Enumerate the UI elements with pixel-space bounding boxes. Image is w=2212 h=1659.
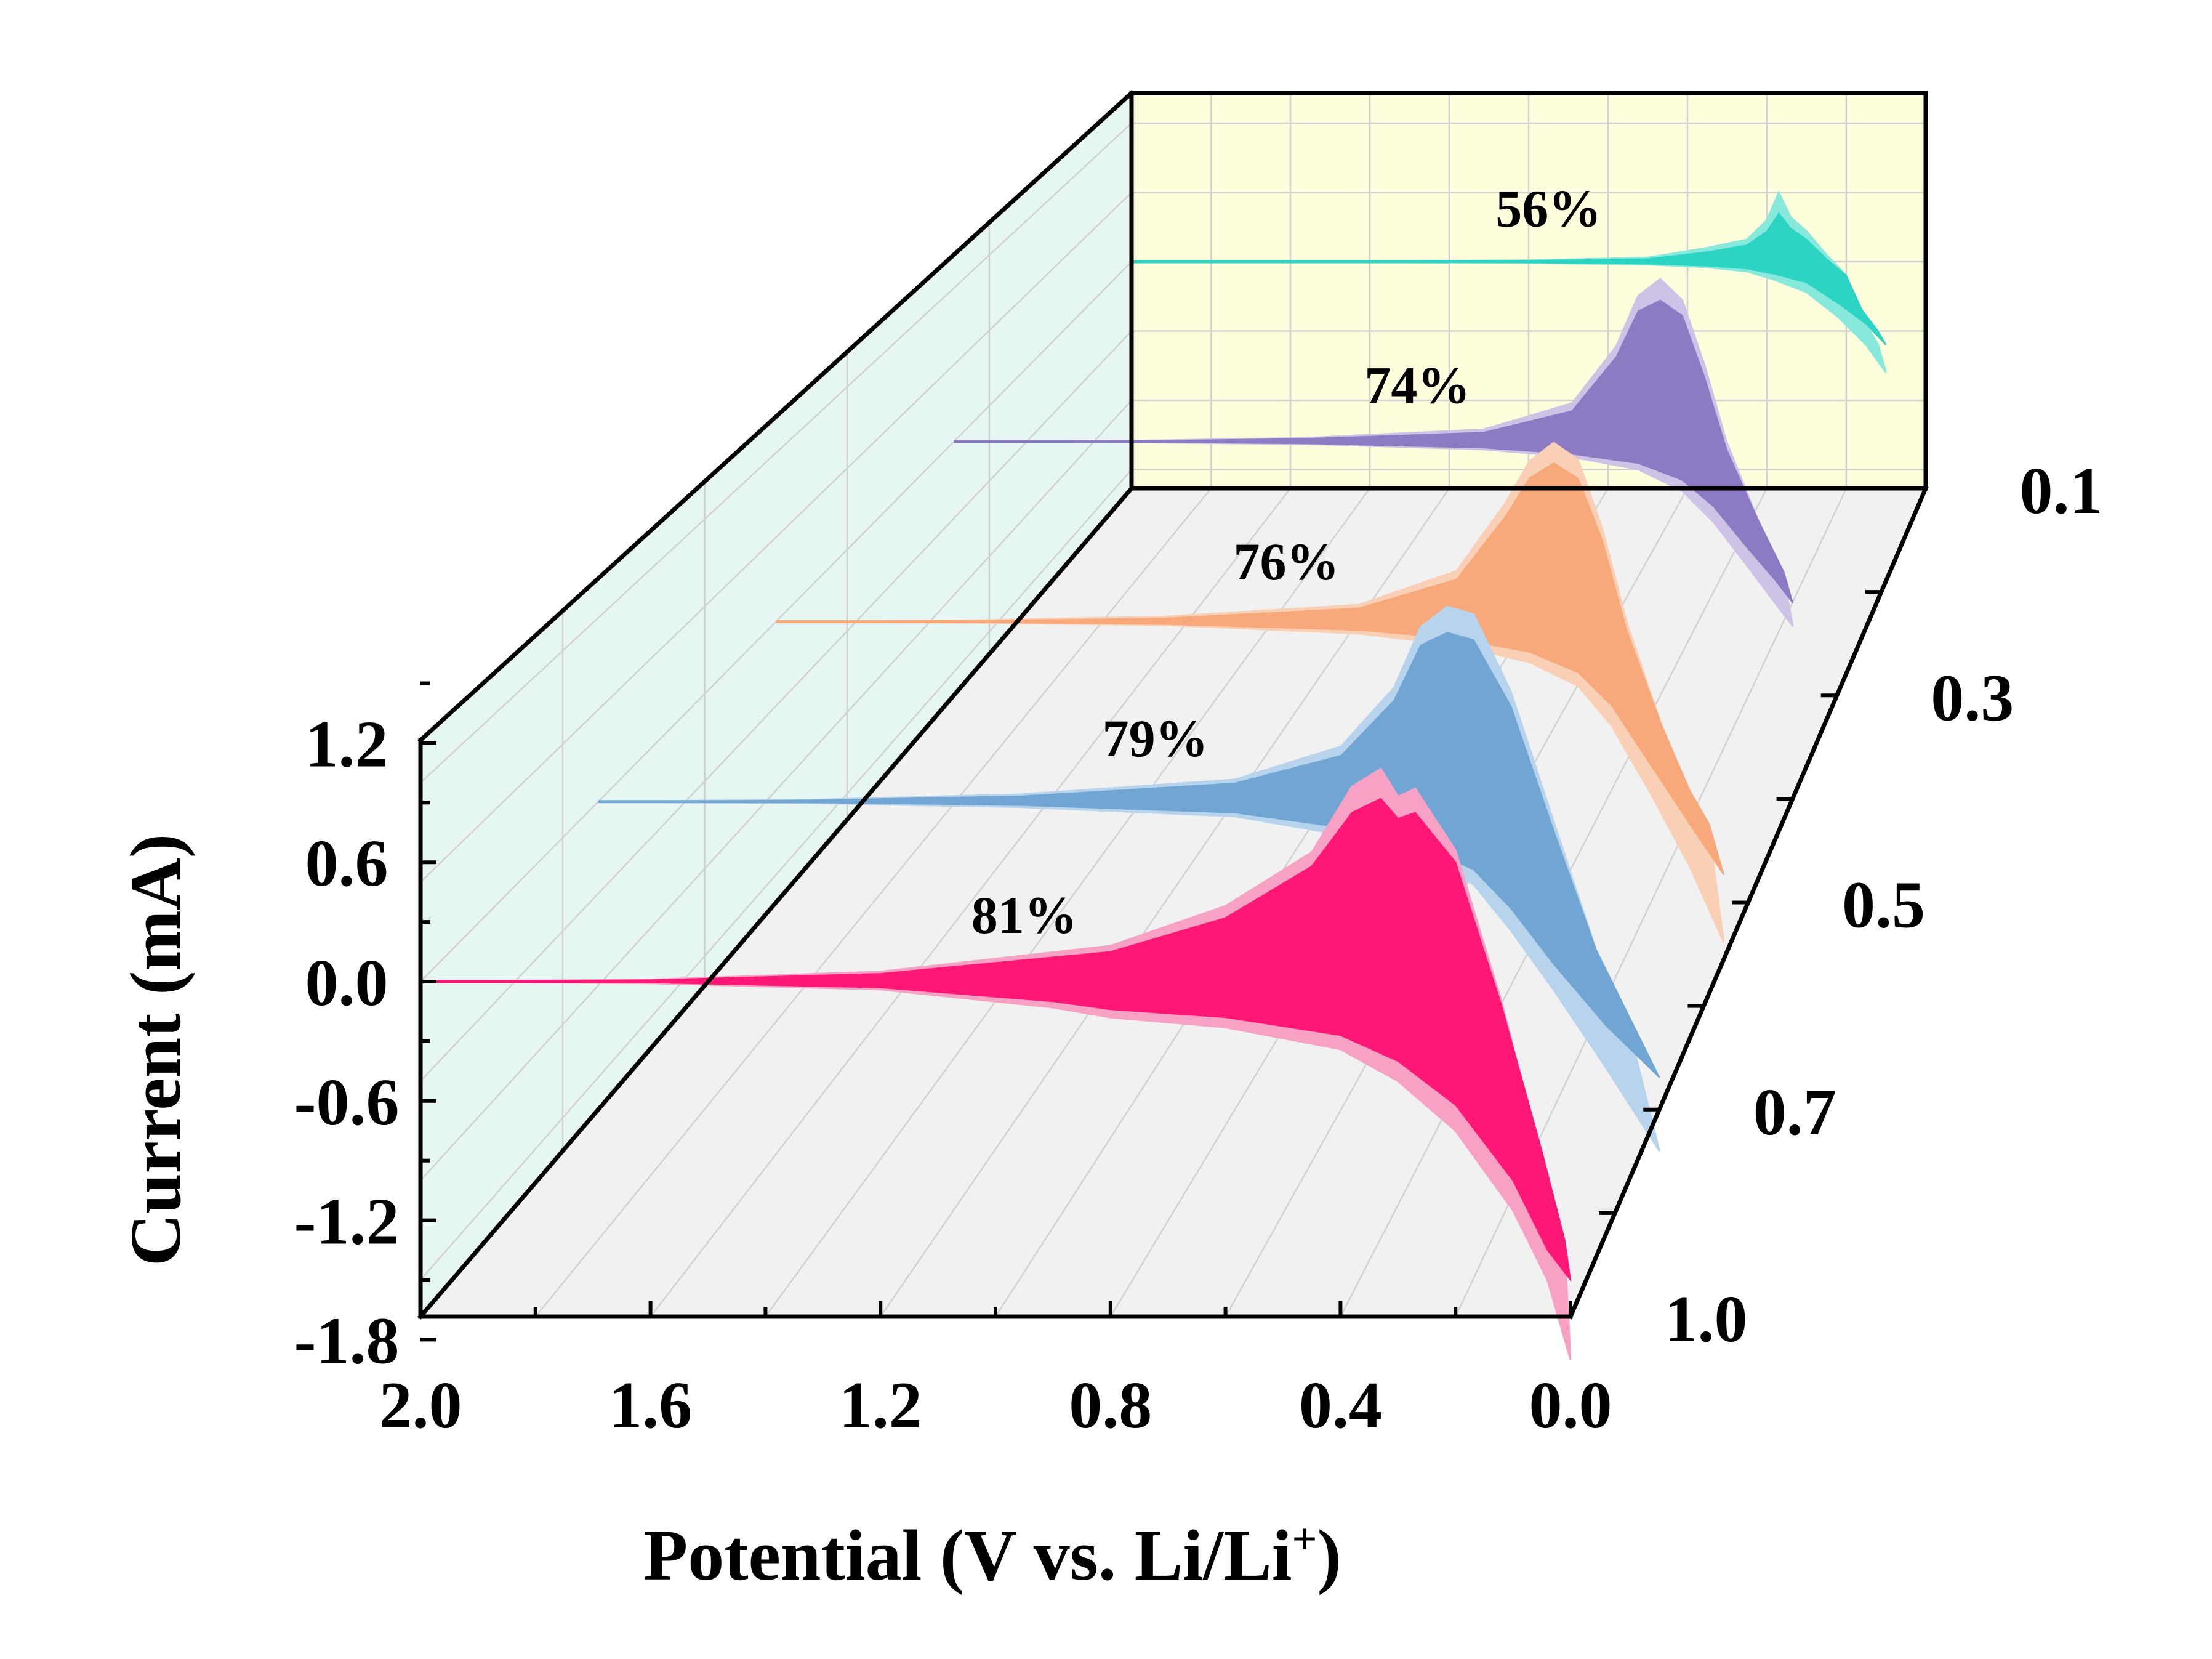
- x-tick-label: 0.0: [1529, 1369, 1612, 1442]
- x-tick-label: 1.2: [839, 1369, 922, 1442]
- series-percent-label: 56%: [1495, 179, 1601, 238]
- x-tick-label: 0.4: [1299, 1369, 1382, 1442]
- floor-plane: [420, 488, 1926, 1317]
- x-tick-label: 0.8: [1069, 1369, 1152, 1442]
- y-axis-title: Current (mA): [115, 834, 196, 1266]
- z-tick-label: 0.3: [1931, 661, 2014, 735]
- x-axis-title-close: ): [1317, 1515, 1341, 1596]
- side-floor-edge: [417, 485, 1135, 1320]
- chart-walls: [420, 93, 1926, 1317]
- tick-labels: 2.0 1.6 1.2 0.8 0.4 0.0 1.2 0.6 0.0 -0.6 -1.2 -1.8 0…: [294, 454, 2103, 1442]
- series-band-dark: [598, 632, 1660, 1078]
- series-percent-label: 74%: [1364, 355, 1470, 414]
- x-axis-title-main: Potential (V vs. Li/Li: [643, 1515, 1292, 1596]
- y-tick-label: -0.6: [294, 1066, 400, 1139]
- series-percent-label: 79%: [1103, 709, 1209, 768]
- z-tick-label: 1.0: [1665, 1283, 1748, 1356]
- side-grid-line: [420, 469, 1132, 1281]
- side-wall: [420, 93, 1132, 1317]
- series-band-dark: [1131, 212, 1887, 345]
- side-grid-line: [420, 123, 1132, 783]
- x-tick-label: 1.6: [609, 1369, 692, 1442]
- x-axis-title-sup: +: [1292, 1514, 1317, 1564]
- series-band-dark: [420, 797, 1572, 1283]
- z-tick-label: 0.7: [1753, 1076, 1836, 1149]
- side-grid-line: [420, 330, 1132, 1082]
- series-1.0: 81%: [420, 767, 1572, 1360]
- z-tick-label: 0.5: [1842, 869, 1925, 942]
- series-0.5: 76%: [776, 442, 1725, 943]
- series-0.1: 56%: [1131, 179, 1887, 373]
- series-layer: 56% 74% 76% 79% 81%: [420, 179, 1887, 1360]
- side-grid-line: [420, 400, 1132, 1181]
- x-axis-title: Potential (V vs. Li/Li+): [643, 1514, 1341, 1596]
- z-tick-label: 0.1: [2020, 454, 2103, 528]
- y-tick-label: 0.6: [305, 827, 388, 900]
- y-tick-label: 0.0: [305, 947, 388, 1020]
- y-tick-label: -1.2: [294, 1185, 400, 1259]
- series-0.7: 79%: [598, 605, 1660, 1152]
- floor-grid-line: [534, 488, 1212, 1317]
- side-grid-line: [420, 192, 1132, 883]
- y-tick-label: -1.8: [294, 1304, 400, 1378]
- y-tick-label: 1.2: [305, 708, 388, 781]
- series-percent-label: 81%: [971, 886, 1077, 945]
- series-percent-label: 76%: [1233, 532, 1339, 591]
- side-top-edge: [417, 90, 1135, 743]
- x-tick-label: 2.0: [379, 1369, 462, 1442]
- tick-marks: [419, 486, 1926, 1342]
